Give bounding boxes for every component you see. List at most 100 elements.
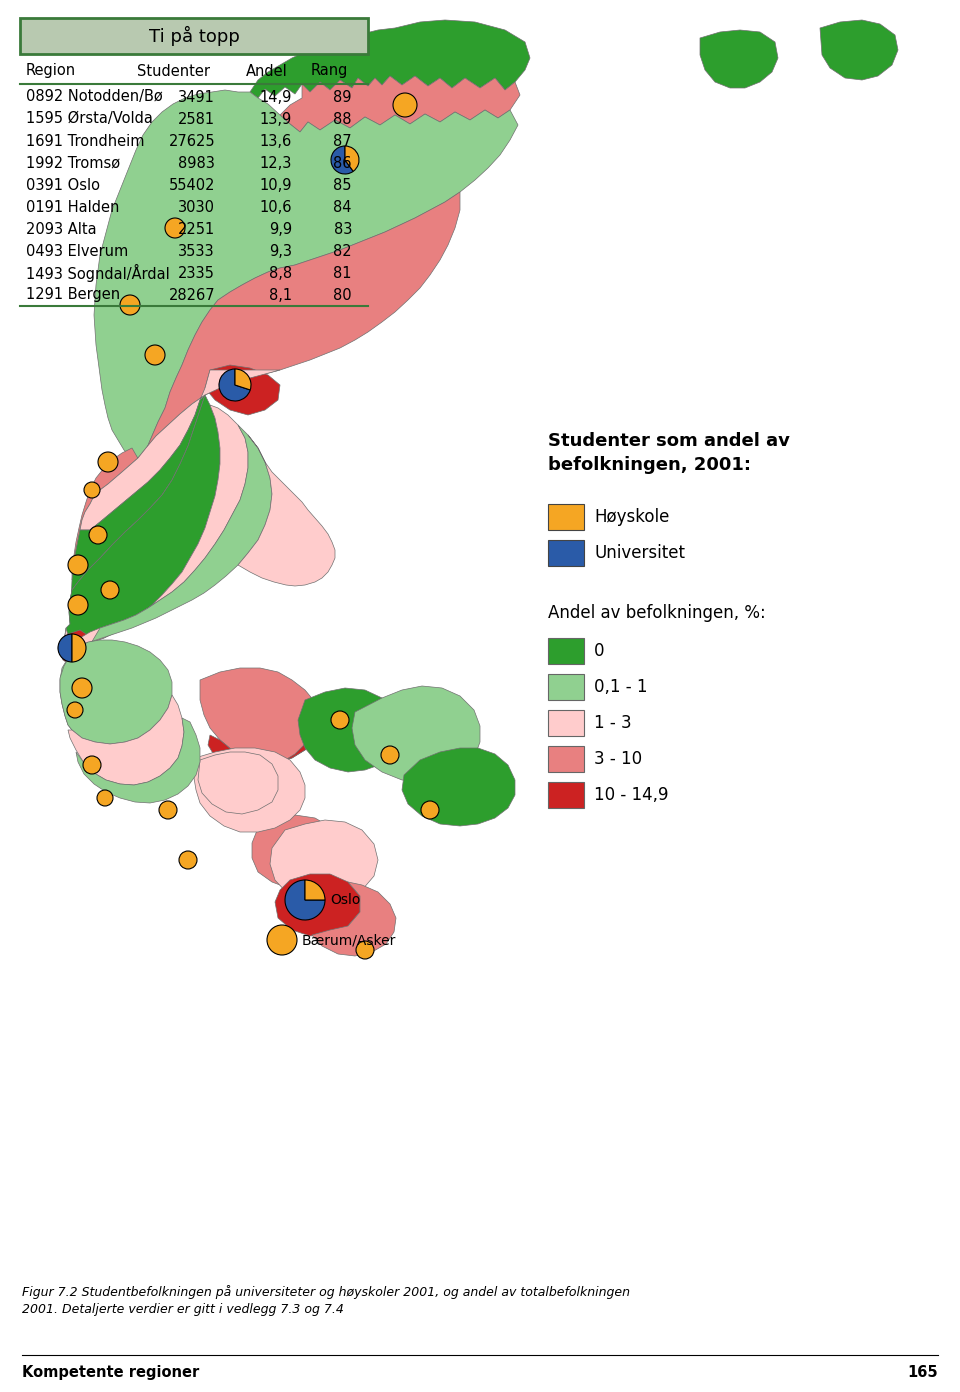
Text: 13,9: 13,9 bbox=[260, 111, 292, 127]
Circle shape bbox=[101, 580, 119, 599]
Text: 10 - 14,9: 10 - 14,9 bbox=[594, 786, 668, 805]
Wedge shape bbox=[331, 146, 353, 174]
Text: 0892 Notodden/Bø: 0892 Notodden/Bø bbox=[26, 89, 163, 104]
Polygon shape bbox=[65, 395, 220, 644]
Bar bbox=[548, 746, 584, 773]
Circle shape bbox=[145, 345, 165, 365]
Text: Ti på topp: Ti på topp bbox=[149, 26, 239, 46]
Polygon shape bbox=[198, 752, 278, 814]
Polygon shape bbox=[65, 405, 248, 720]
Text: 1493 Sogndal/Årdal: 1493 Sogndal/Årdal bbox=[26, 264, 170, 283]
Polygon shape bbox=[200, 668, 320, 761]
Text: 89: 89 bbox=[333, 89, 352, 104]
Text: Studenter som andel av
befolkningen, 2001:: Studenter som andel av befolkningen, 200… bbox=[548, 432, 790, 473]
Circle shape bbox=[165, 219, 185, 238]
Circle shape bbox=[72, 678, 92, 697]
Bar bbox=[548, 674, 584, 700]
Polygon shape bbox=[72, 192, 460, 580]
Text: 9,9: 9,9 bbox=[269, 221, 292, 237]
Wedge shape bbox=[345, 146, 359, 171]
Circle shape bbox=[421, 800, 439, 818]
Circle shape bbox=[68, 555, 88, 575]
Text: 85: 85 bbox=[333, 178, 352, 192]
Polygon shape bbox=[238, 434, 335, 586]
FancyBboxPatch shape bbox=[20, 18, 368, 54]
Text: 1291 Bergen: 1291 Bergen bbox=[26, 288, 120, 302]
Text: 3 - 10: 3 - 10 bbox=[594, 750, 642, 768]
Text: 14,9: 14,9 bbox=[259, 89, 292, 104]
Circle shape bbox=[159, 800, 177, 818]
Polygon shape bbox=[69, 395, 205, 624]
Text: Universitet: Universitet bbox=[594, 544, 685, 562]
Text: Oslo: Oslo bbox=[330, 894, 360, 908]
Text: 27625: 27625 bbox=[168, 134, 215, 149]
Text: 2001. Detaljerte verdier er gitt i vedlegg 7.3 og 7.4: 2001. Detaljerte verdier er gitt i vedle… bbox=[22, 1303, 344, 1315]
Text: Andel av befolkningen, %:: Andel av befolkningen, %: bbox=[548, 604, 766, 622]
Text: 165: 165 bbox=[907, 1366, 938, 1379]
Wedge shape bbox=[219, 369, 251, 401]
Text: 8,1: 8,1 bbox=[269, 288, 292, 302]
Wedge shape bbox=[235, 369, 251, 390]
Text: 2251: 2251 bbox=[178, 221, 215, 237]
Polygon shape bbox=[270, 820, 378, 903]
Bar bbox=[548, 540, 584, 567]
Text: 88: 88 bbox=[333, 111, 352, 127]
Text: 13,6: 13,6 bbox=[260, 134, 292, 149]
Text: Studenter: Studenter bbox=[137, 64, 210, 78]
Text: 3533: 3533 bbox=[179, 244, 215, 259]
Text: 81: 81 bbox=[333, 266, 352, 281]
Text: 9,3: 9,3 bbox=[269, 244, 292, 259]
Circle shape bbox=[356, 941, 374, 959]
Text: Rang: Rang bbox=[311, 64, 348, 78]
Circle shape bbox=[267, 926, 297, 955]
Text: 3030: 3030 bbox=[178, 199, 215, 214]
Circle shape bbox=[84, 482, 100, 498]
Polygon shape bbox=[60, 425, 272, 729]
Text: Andel: Andel bbox=[247, 64, 288, 78]
Text: 10,9: 10,9 bbox=[259, 178, 292, 192]
Circle shape bbox=[67, 702, 83, 718]
Circle shape bbox=[68, 594, 88, 615]
Text: 1992 Tromsø: 1992 Tromsø bbox=[26, 156, 120, 170]
Circle shape bbox=[381, 746, 399, 764]
Polygon shape bbox=[208, 702, 320, 770]
Wedge shape bbox=[72, 633, 86, 663]
Text: 84: 84 bbox=[333, 199, 352, 214]
Polygon shape bbox=[76, 718, 200, 803]
Polygon shape bbox=[58, 631, 95, 668]
Text: 1 - 3: 1 - 3 bbox=[594, 714, 632, 732]
Polygon shape bbox=[402, 748, 515, 825]
Circle shape bbox=[393, 93, 417, 117]
Circle shape bbox=[331, 711, 349, 729]
Text: 2581: 2581 bbox=[178, 111, 215, 127]
Text: 82: 82 bbox=[333, 244, 352, 259]
Text: 0: 0 bbox=[594, 642, 605, 660]
Text: 0191 Halden: 0191 Halden bbox=[26, 199, 119, 214]
Text: Bærum/Asker: Bærum/Asker bbox=[302, 933, 396, 947]
Polygon shape bbox=[194, 748, 305, 832]
Text: 28267: 28267 bbox=[168, 288, 215, 302]
Polygon shape bbox=[280, 77, 520, 132]
Text: Kompetente regioner: Kompetente regioner bbox=[22, 1366, 200, 1379]
Text: 0493 Elverum: 0493 Elverum bbox=[26, 244, 129, 259]
Text: 1691 Trondheim: 1691 Trondheim bbox=[26, 134, 145, 149]
Text: 87: 87 bbox=[333, 134, 352, 149]
Bar bbox=[548, 504, 584, 530]
Polygon shape bbox=[298, 688, 402, 773]
Text: 86: 86 bbox=[333, 156, 352, 170]
Polygon shape bbox=[250, 19, 530, 97]
Text: 2335: 2335 bbox=[179, 266, 215, 281]
Text: 8983: 8983 bbox=[179, 156, 215, 170]
Circle shape bbox=[89, 526, 107, 544]
Polygon shape bbox=[60, 640, 172, 743]
Circle shape bbox=[97, 791, 113, 806]
Text: 83: 83 bbox=[334, 221, 352, 237]
Text: Region: Region bbox=[26, 64, 76, 78]
Circle shape bbox=[83, 756, 101, 774]
Bar bbox=[548, 782, 584, 807]
Polygon shape bbox=[312, 883, 396, 956]
Text: 3491: 3491 bbox=[179, 89, 215, 104]
Text: 10,6: 10,6 bbox=[259, 199, 292, 214]
Bar bbox=[548, 710, 584, 736]
Polygon shape bbox=[275, 874, 360, 935]
